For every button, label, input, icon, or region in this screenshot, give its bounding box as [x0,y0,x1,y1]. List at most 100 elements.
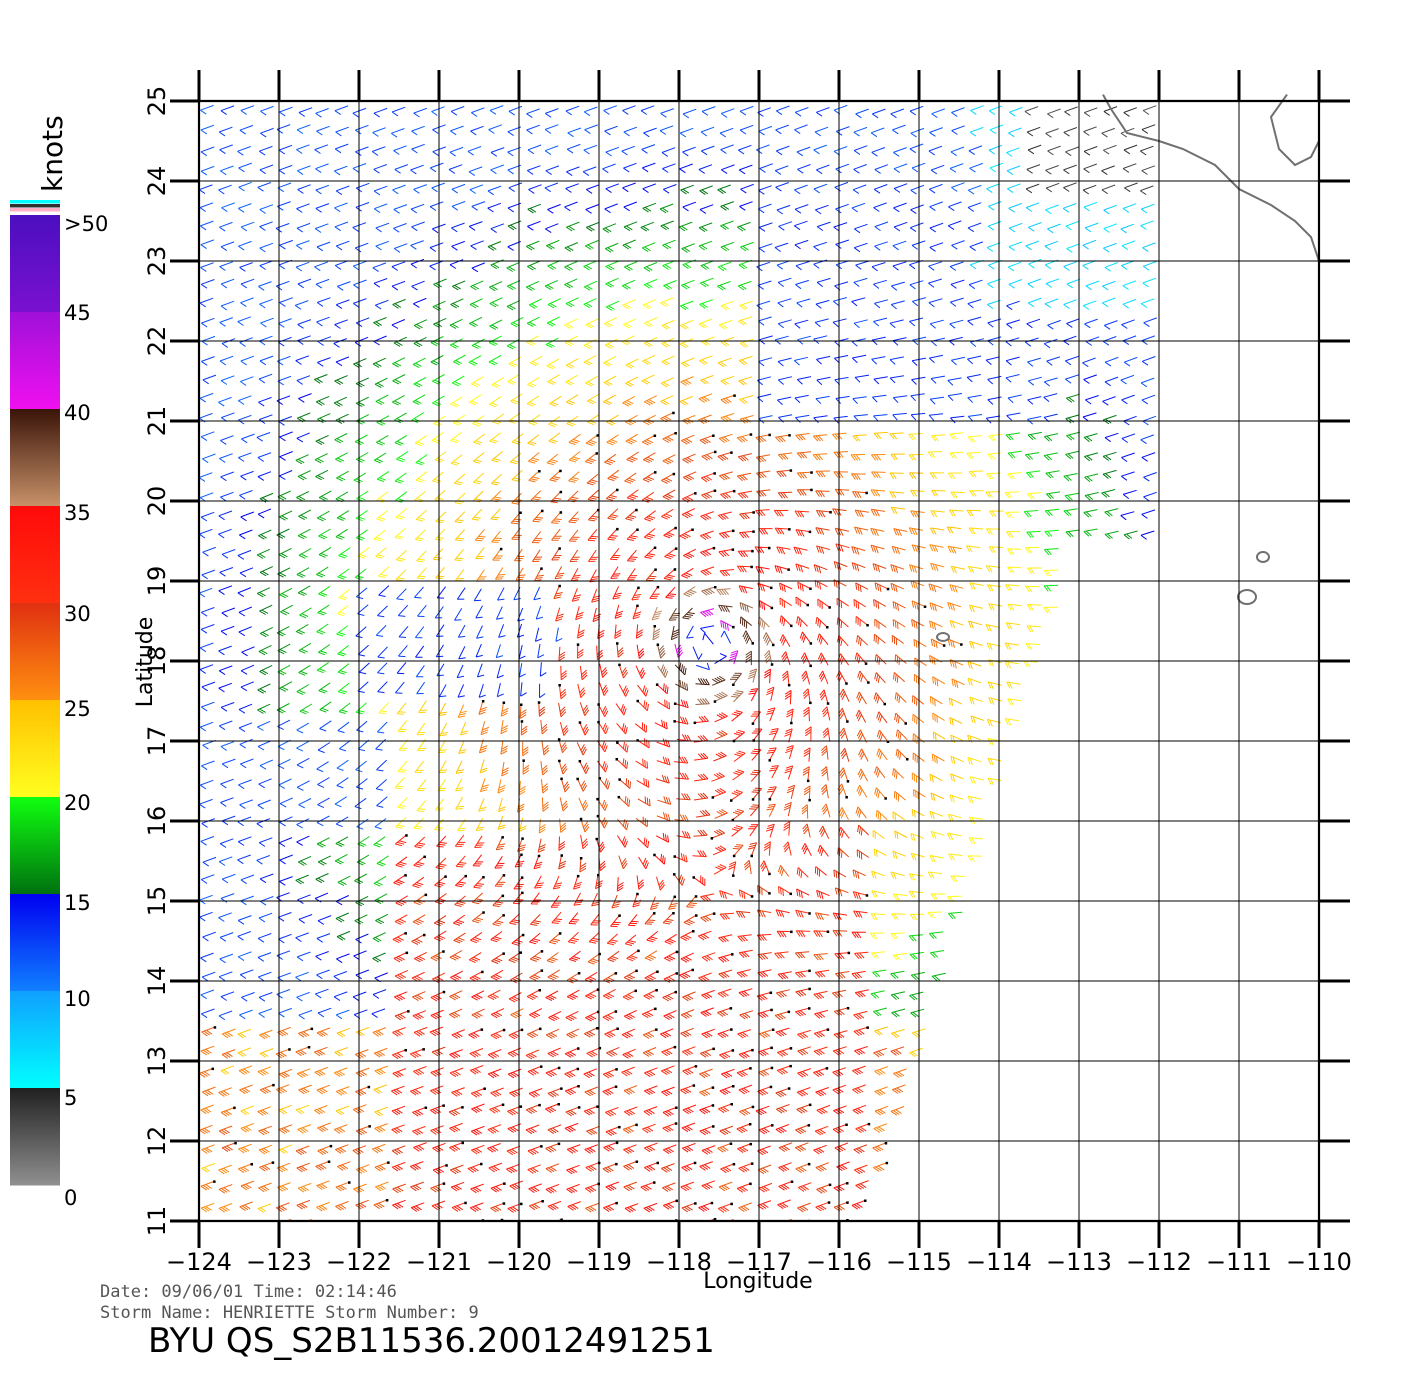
wind-barb [573,875,582,890]
rain-flag [711,1086,715,1089]
rain-flag [808,987,811,991]
wind-barb [338,547,351,559]
rain-flag [615,1201,618,1205]
wind-barb [665,586,677,599]
wind-barb [834,952,849,960]
wind-barb [552,875,563,890]
wind-barb [394,164,409,174]
rain-flag [771,1028,775,1031]
wind-barb [317,357,331,367]
wind-barb [458,740,467,754]
wind-barb [558,702,567,718]
rain-flag [461,1141,464,1145]
rain-flag [712,912,716,915]
wind-barb [637,700,649,712]
wind-barb [700,277,714,288]
wind-barb [778,1142,793,1152]
wind-barb [664,933,677,945]
rain-flag [655,989,658,992]
wind-barb [893,221,908,232]
x-tick-label: −112 [1126,1248,1192,1276]
wind-barb [966,509,981,517]
wind-barb [663,280,677,290]
wind-barb [986,183,1000,194]
wind-barb [280,604,294,616]
wind-barb [758,203,772,214]
wind-barb [432,395,445,407]
wind-barb [989,162,1004,173]
wind-barb [643,989,657,1000]
wind-barb [816,221,831,232]
wind-barb [738,376,753,386]
wind-barb [277,1026,291,1037]
wind-barb [738,1049,753,1059]
wind-barb [256,587,271,598]
colorbar-label: 25 [64,697,91,721]
wind-barb [551,911,563,924]
wind-barb [1025,337,1039,347]
wind-barb [660,377,675,388]
wind-barb [518,780,526,796]
wind-barb [625,414,638,426]
wind-barb [1065,414,1080,424]
wind-barb [200,431,215,442]
wind-barb [527,165,541,175]
wind-barb [432,471,444,484]
rain-flag [711,1104,715,1107]
wind-barb [951,182,965,192]
wind-barb [279,106,293,117]
wind-barb [259,221,273,231]
wind-barb [817,844,829,857]
wind-barb [278,1104,293,1115]
wind-barb [567,127,582,138]
wind-barb [632,893,642,908]
wind-barb [679,163,693,174]
wind-barb [797,1202,811,1213]
wind-barb [891,89,904,98]
wind-barb [438,702,448,716]
wind-barb [720,394,735,405]
wind-barb [604,125,618,136]
wind-barb [596,760,609,773]
wind-barb [334,143,349,154]
wind-barb [587,549,599,562]
wind-barb [516,623,525,638]
wind-barb [682,607,695,620]
wind-barb [544,279,559,291]
rain-flag [674,526,677,530]
wind-barb [834,488,850,496]
wind-barb [853,277,868,287]
wind-barb [872,1142,886,1153]
colorbar-band [10,506,60,604]
wind-barb [624,934,637,946]
wind-barb [856,635,869,646]
rain-flag [424,1106,428,1109]
wind-barb [278,933,292,944]
wind-barb [802,823,811,838]
wind-barb [783,801,792,817]
wind-barb [1123,530,1138,540]
wind-barb [476,663,485,678]
wind-barb [892,619,906,630]
wind-barb [656,738,671,748]
wind-barb [757,1047,772,1057]
wind-barb [541,797,549,812]
wind-barb [201,1008,215,1019]
wind-barb [489,281,503,292]
rain-flag [732,1163,736,1166]
wind-barb [220,625,235,636]
wind-barb [751,787,763,800]
wind-barb [834,281,849,291]
wind-barb [468,221,483,231]
rain-flag [673,873,676,876]
wind-barb [488,124,502,134]
wind-barb [565,87,578,96]
wind-barb [816,1184,830,1194]
wind-barb [988,201,1002,211]
wind-barb [642,1047,657,1057]
wind-barb [559,818,567,833]
wind-barb [1143,491,1157,502]
rain-flag [557,738,561,741]
rain-flag [576,874,580,878]
wind-barb [759,163,774,173]
